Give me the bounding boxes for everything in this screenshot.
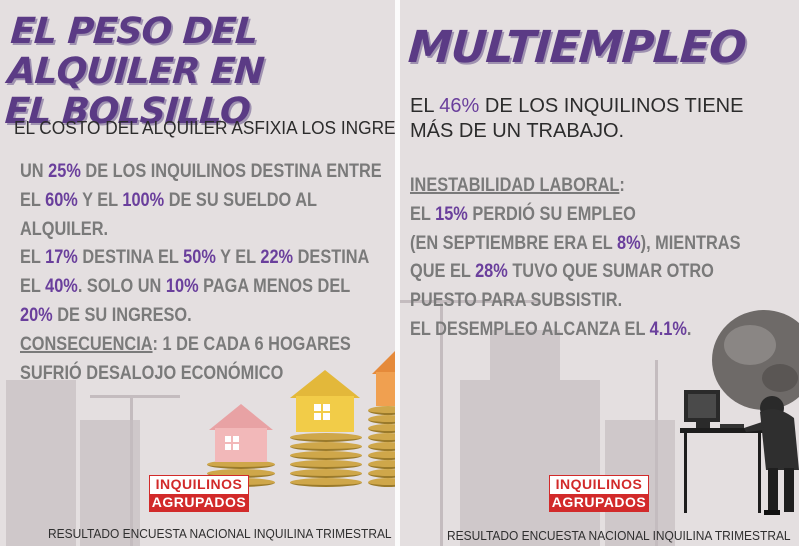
worker-with-boulder-illustration bbox=[680, 310, 799, 515]
inquilinos-agrupados-logo: INQUILINOS AGRUPADOS bbox=[549, 475, 649, 512]
inquilinos-agrupados-logo: INQUILINOS AGRUPADOS bbox=[149, 475, 249, 512]
multi-employment-panel: MULTIEMPLEO EL 46% DE LOS INQUILINOS TIE… bbox=[400, 0, 799, 546]
city-background bbox=[0, 0, 395, 546]
rent-weight-title: EL PESO DEL ALQUILER EN EL BOLSILLO bbox=[3, 11, 265, 132]
rent-weight-panel: EL PESO DEL ALQUILER EN EL BOLSILLO EL C… bbox=[0, 0, 395, 546]
rent-weight-body: UN 25% DE LOS INQUILINOS DESTINA ENTRE E… bbox=[20, 161, 382, 384]
consequence-label: CONSECUENCIA bbox=[20, 333, 153, 355]
panel-divider bbox=[395, 0, 400, 546]
job-instability-label: INESTABILIDAD LABORAL bbox=[410, 175, 620, 196]
survey-footer: RESULTADO ENCUESTA NACIONAL INQUILINA TR… bbox=[48, 526, 392, 541]
survey-footer: RESULTADO ENCUESTA NACIONAL INQUILINA TR… bbox=[447, 528, 791, 543]
rent-weight-subtitle: EL COSTO DEL ALQUILER ASFIXIA LOS INGRES… bbox=[14, 118, 395, 138]
multi-employment-lede: EL 46% DE LOS INQUILINOS TIENE MÁS DE UN… bbox=[410, 95, 744, 142]
multi-employment-title: MULTIEMPLEO bbox=[406, 22, 748, 73]
multi-employment-body: INESTABILIDAD LABORAL: EL 15% PERDIÓ SU … bbox=[410, 175, 741, 340]
